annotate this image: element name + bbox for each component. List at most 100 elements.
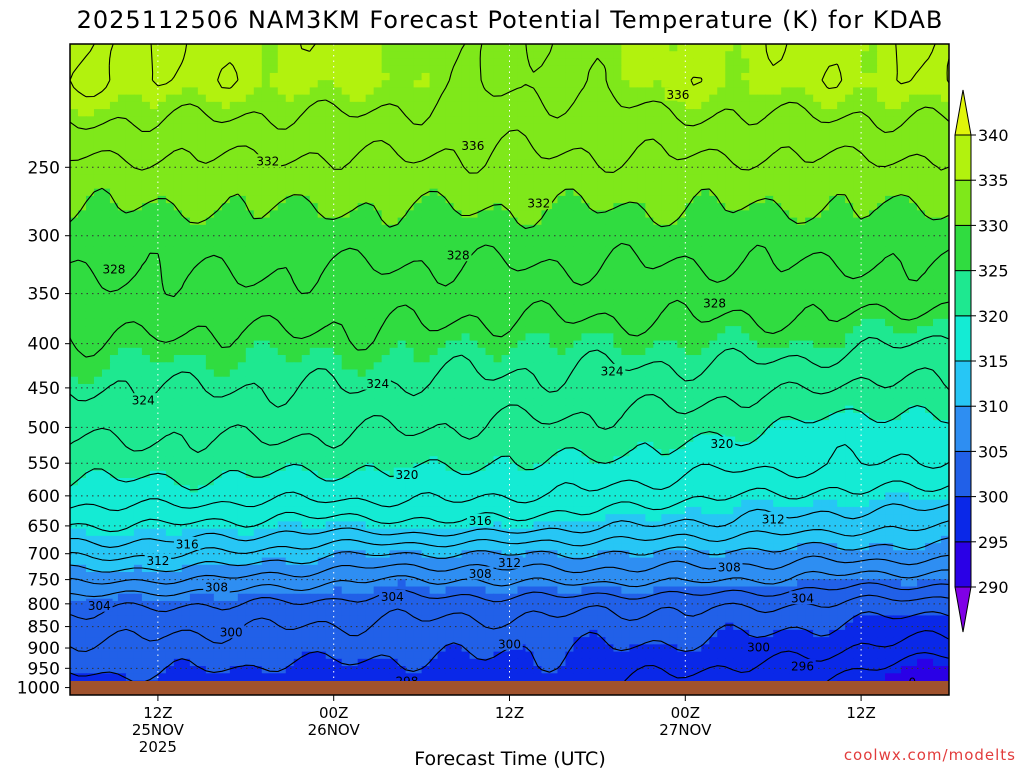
theta-cell	[509, 123, 519, 132]
theta-cell	[589, 268, 598, 277]
theta-cell	[573, 166, 583, 175]
theta-cell	[685, 65, 694, 74]
theta-cell	[405, 130, 415, 139]
theta-cell	[805, 72, 814, 81]
theta-cell	[693, 80, 702, 88]
theta-cell	[181, 268, 191, 277]
theta-cell	[397, 210, 407, 219]
theta-cell	[637, 268, 646, 277]
theta-cell	[293, 289, 303, 298]
theta-cell	[917, 282, 926, 291]
theta-cell	[573, 224, 583, 233]
theta-cell	[261, 224, 271, 233]
theta-cell	[381, 362, 391, 371]
theta-cell	[197, 210, 207, 219]
theta-cell	[477, 51, 487, 60]
theta-cell	[685, 318, 694, 327]
theta-cell	[421, 282, 431, 291]
theta-cell	[277, 232, 287, 240]
theta-cell	[917, 123, 926, 132]
theta-cell	[157, 195, 167, 204]
theta-cell	[885, 51, 894, 60]
theta-cell	[813, 347, 822, 356]
theta-cell	[909, 188, 918, 197]
theta-cell	[221, 116, 231, 125]
theta-cell	[261, 58, 271, 67]
theta-cell	[477, 224, 487, 233]
theta-cell	[709, 326, 718, 334]
theta-cell	[773, 268, 782, 277]
theta-cell	[797, 224, 806, 233]
theta-cell	[181, 152, 191, 161]
theta-cell	[70, 224, 79, 233]
theta-cell	[749, 210, 758, 219]
theta-cell	[141, 282, 151, 291]
theta-cell	[813, 253, 822, 262]
theta-cell	[837, 188, 846, 197]
theta-cell	[101, 203, 111, 211]
theta-cell	[757, 268, 766, 277]
theta-cell	[653, 116, 662, 125]
theta-cell	[773, 72, 782, 81]
theta-cell	[709, 253, 718, 262]
theta-cell	[901, 174, 910, 183]
theta-cell	[109, 174, 119, 183]
theta-cell	[693, 362, 702, 371]
theta-cell	[205, 203, 215, 211]
theta-cell	[533, 116, 543, 125]
theta-cell	[165, 145, 175, 154]
theta-cell	[133, 355, 143, 363]
theta-cell	[421, 297, 431, 305]
theta-cell	[789, 51, 798, 60]
theta-cell	[893, 181, 902, 190]
theta-cell	[309, 145, 319, 154]
theta-cell	[429, 51, 439, 60]
theta-cell	[653, 51, 662, 60]
theta-cell	[933, 130, 942, 139]
theta-cell	[525, 166, 535, 175]
theta-cell	[125, 268, 135, 277]
theta-cell	[165, 210, 175, 219]
theta-cell	[157, 326, 167, 334]
theta-cell	[389, 217, 399, 226]
theta-cell	[181, 333, 191, 342]
theta-cell	[637, 101, 646, 110]
theta-cell	[645, 232, 654, 240]
theta-cell	[341, 246, 351, 255]
theta-cell	[549, 166, 559, 175]
theta-cell	[805, 224, 814, 233]
theta-cell	[669, 289, 678, 298]
theta-cell	[741, 145, 750, 154]
theta-cell	[853, 268, 862, 277]
theta-cell	[733, 87, 742, 96]
theta-cell	[461, 188, 471, 197]
theta-cell	[357, 326, 367, 334]
theta-cell	[589, 246, 598, 255]
theta-cell	[661, 80, 670, 88]
theta-cell	[909, 362, 918, 371]
theta-cell	[165, 152, 175, 161]
theta-cell	[229, 116, 239, 125]
theta-cell	[189, 181, 199, 190]
theta-cell	[85, 355, 95, 363]
theta-cell	[885, 174, 894, 183]
theta-cell	[749, 152, 758, 161]
theta-cell	[373, 44, 383, 52]
theta-cell	[941, 275, 949, 284]
theta-cell	[381, 347, 391, 356]
theta-cell	[709, 224, 718, 233]
theta-cell	[661, 224, 670, 233]
theta-cell	[189, 275, 199, 284]
theta-cell	[869, 181, 878, 190]
theta-cell	[917, 253, 926, 262]
theta-cell	[901, 311, 910, 320]
theta-cell	[357, 123, 367, 132]
theta-cell	[693, 181, 702, 190]
theta-cell	[877, 130, 886, 139]
theta-cell	[661, 58, 670, 67]
theta-cell	[813, 65, 822, 74]
theta-cell	[501, 347, 511, 356]
theta-cell	[765, 94, 774, 103]
theta-cell	[661, 239, 670, 248]
theta-cell	[917, 268, 926, 277]
